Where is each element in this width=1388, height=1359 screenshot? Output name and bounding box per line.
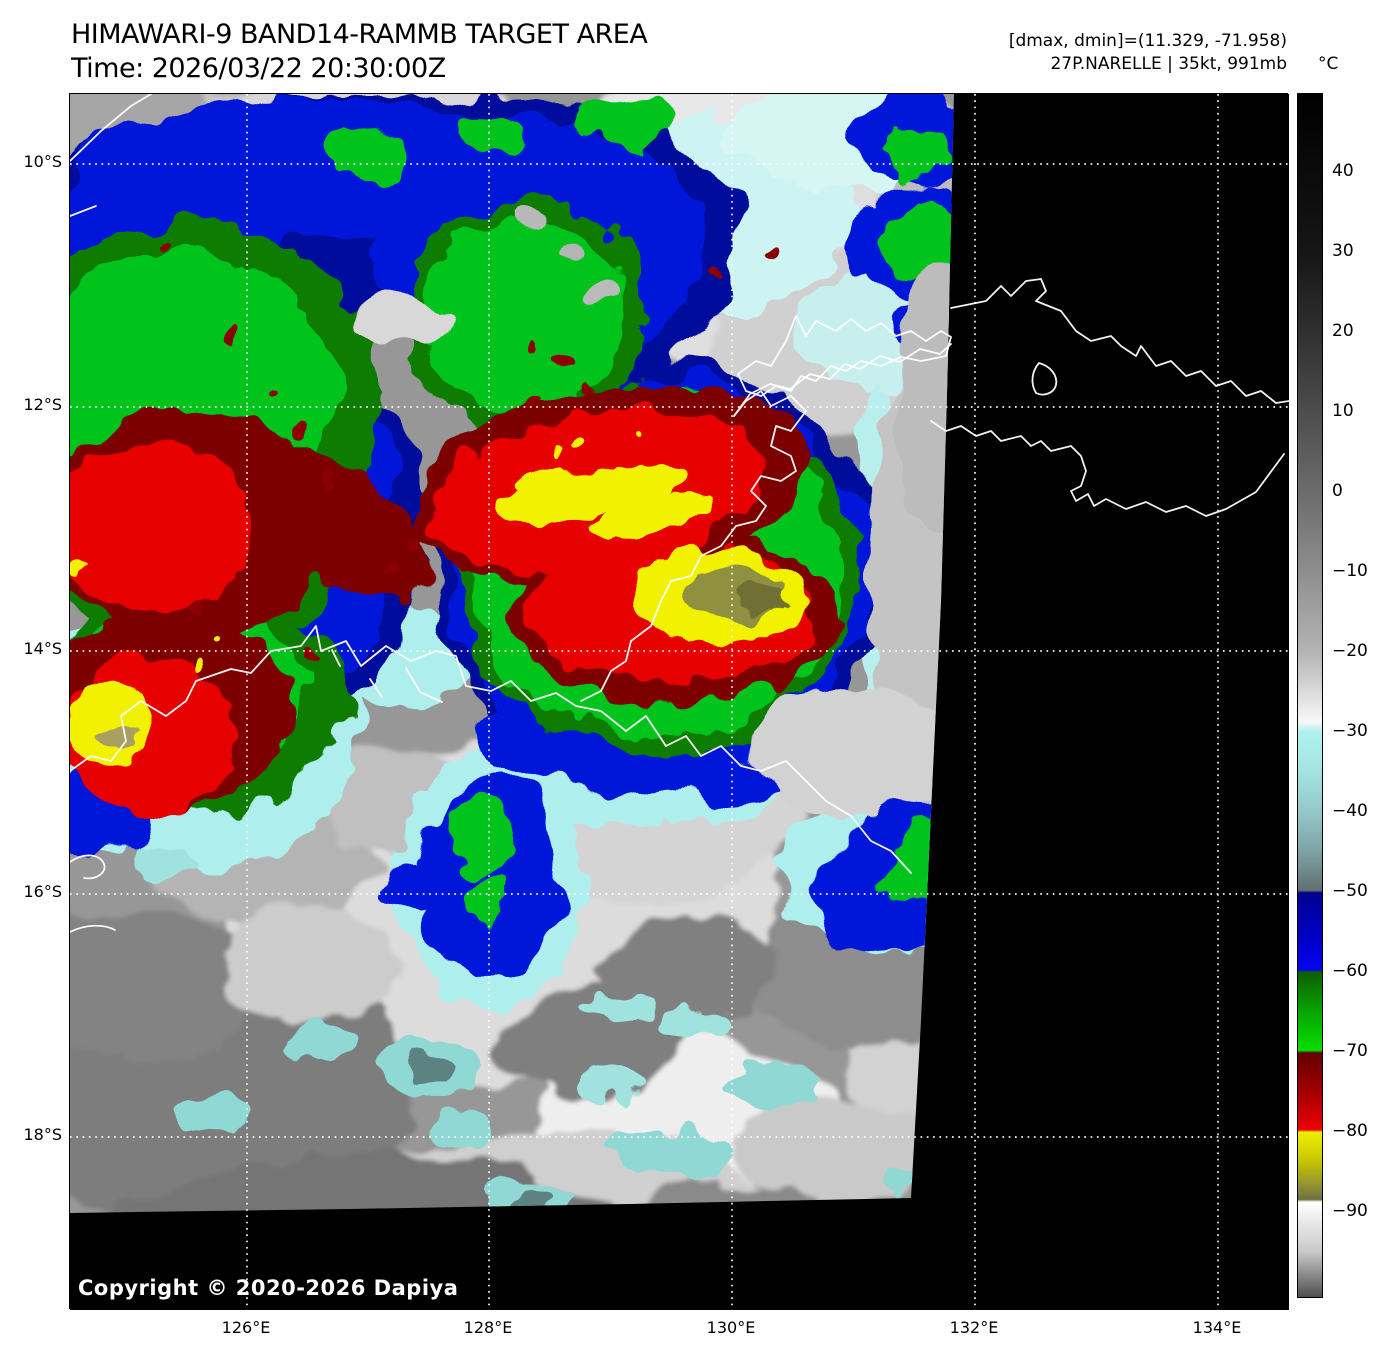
- cb-tick-m50: −50: [1332, 881, 1368, 901]
- dmax-dmin-annotation: [dmax, dmin]=(11.329, -71.958): [1008, 31, 1287, 51]
- cb-tick-m20: −20: [1332, 641, 1368, 661]
- cb-tick-m40: −40: [1332, 801, 1368, 821]
- lat-tick-14s: 14°S: [23, 639, 62, 658]
- cb-tick-0: 0: [1332, 481, 1343, 501]
- cb-tick-m30: −30: [1332, 721, 1368, 741]
- cb-tick-m10: −10: [1332, 561, 1368, 581]
- page-title: HIMAWARI-9 BAND14-RAMMB TARGET AREA: [71, 19, 648, 50]
- temperature-colorbar: [1297, 93, 1323, 1298]
- lat-tick-12s: 12°S: [23, 395, 62, 414]
- colorbar-gradient: [1298, 94, 1322, 1297]
- lat-tick-10s: 10°S: [23, 152, 62, 171]
- colorbar-unit-label: °C: [1318, 54, 1339, 74]
- lat-tick-18s: 18°S: [23, 1125, 62, 1144]
- cb-tick-40: 40: [1332, 161, 1354, 181]
- cb-tick-m80: −80: [1332, 1121, 1368, 1141]
- lon-tick-132e: 132°E: [949, 1318, 999, 1337]
- timestamp: Time: 2026/03/22 20:30:00Z: [71, 53, 446, 84]
- storm-info-annotation: 27P.NARELLE | 35kt, 991mb: [1050, 54, 1287, 74]
- gridlines: [70, 94, 1289, 1310]
- lon-tick-128e: 128°E: [463, 1318, 513, 1337]
- cb-tick-30: 30: [1332, 241, 1354, 261]
- annotation-block: [dmax, dmin]=(11.329, -71.958) 27P.NAREL…: [1009, 30, 1287, 76]
- cb-tick-m90: −90: [1332, 1201, 1368, 1221]
- satellite-map-panel: Copyright © 2020-2026 Dapiya: [69, 93, 1290, 1310]
- lon-tick-126e: 126°E: [221, 1318, 271, 1337]
- copyright-text: Copyright © 2020-2026 Dapiya: [78, 1276, 459, 1300]
- satellite-image: [69, 93, 1290, 1310]
- lon-tick-134e: 134°E: [1192, 1318, 1242, 1337]
- satellite-swath: [70, 94, 954, 1213]
- cb-tick-m70: −70: [1332, 1041, 1368, 1061]
- coastline: [69, 93, 1290, 933]
- lat-tick-16s: 16°S: [23, 882, 62, 901]
- header: HIMAWARI-9 BAND14-RAMMB TARGET AREA Time…: [71, 18, 648, 86]
- cb-tick-10: 10: [1332, 401, 1354, 421]
- lon-tick-130e: 130°E: [706, 1318, 756, 1337]
- cb-tick-m60: −60: [1332, 961, 1368, 981]
- cb-tick-20: 20: [1332, 321, 1354, 341]
